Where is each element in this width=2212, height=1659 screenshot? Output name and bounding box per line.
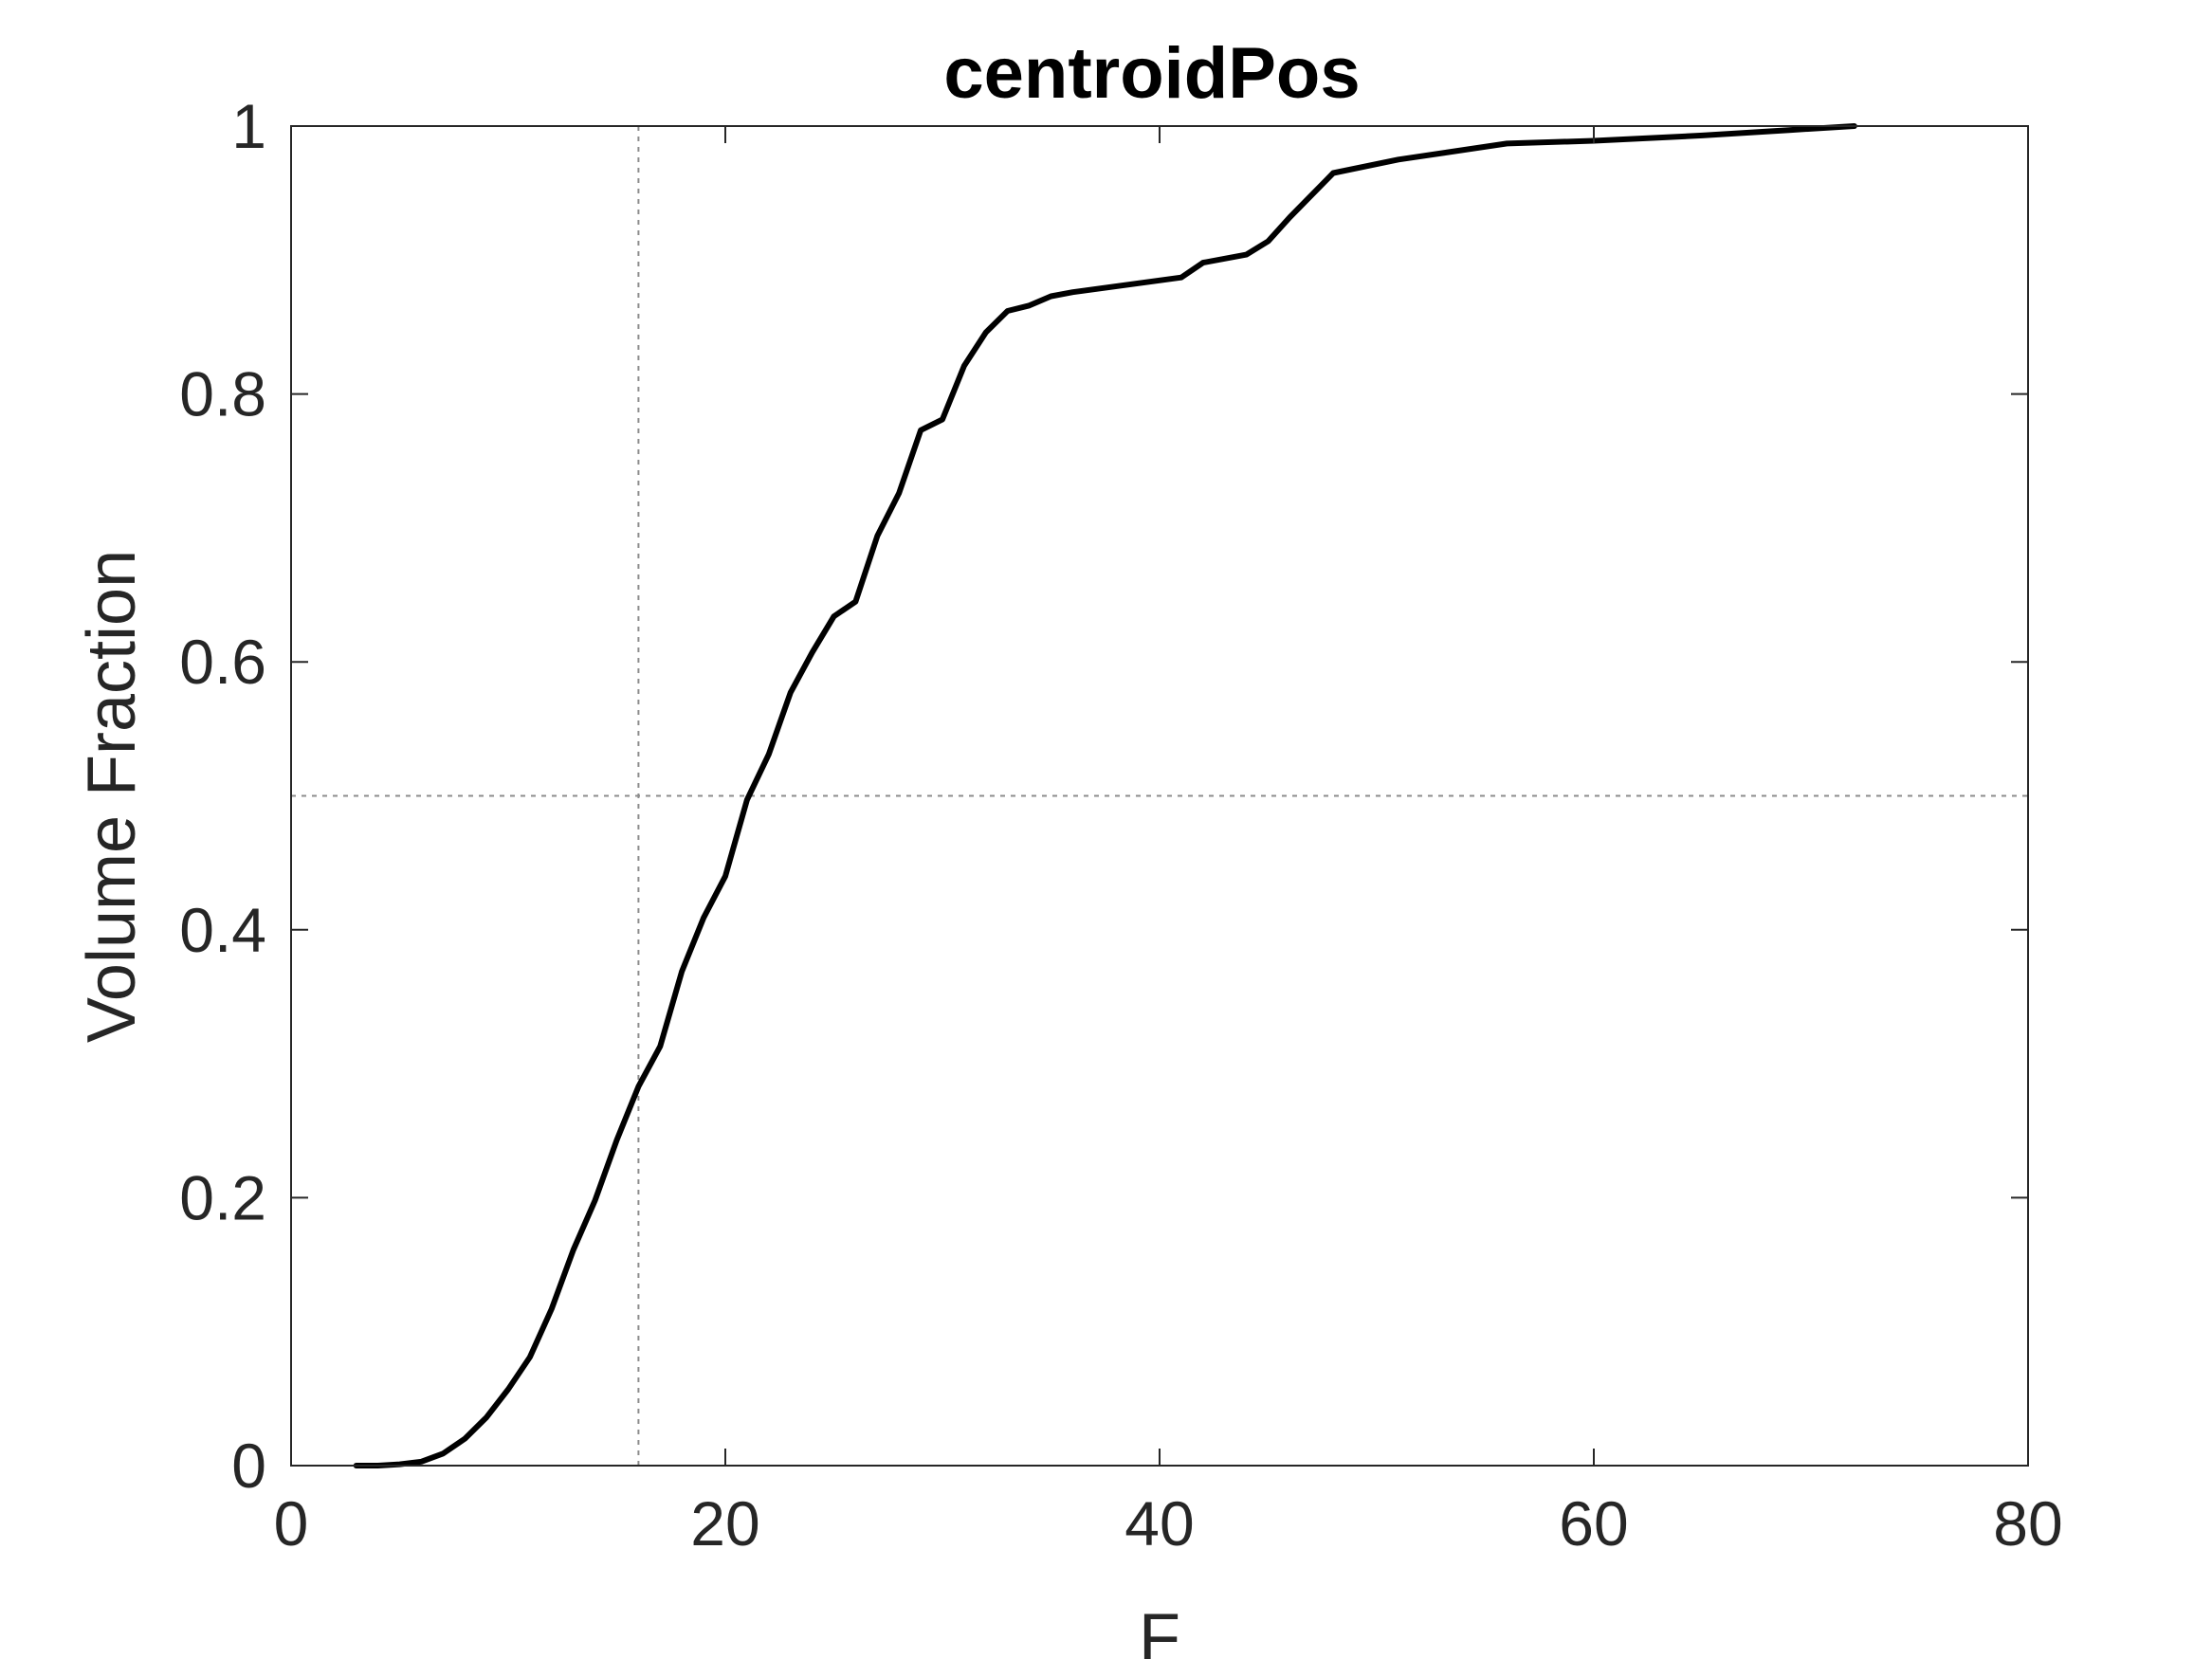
- x-tick-label: 80: [1993, 1488, 2062, 1559]
- y-tick-label: 0.6: [179, 627, 266, 697]
- y-tick-label: 1: [231, 91, 266, 161]
- x-tick-label: 20: [690, 1488, 759, 1559]
- y-tick-label: 0.2: [179, 1162, 266, 1232]
- y-axis-label: Volume Fraction: [74, 550, 150, 1043]
- x-tick-label: 60: [1559, 1488, 1628, 1559]
- y-tick-label: 0: [231, 1431, 266, 1501]
- y-tick-label: 0.8: [179, 359, 266, 429]
- chart-title: centroidPos: [943, 33, 1360, 114]
- x-tick-labels: 0 20 40 60 80: [274, 1488, 2063, 1559]
- y-tick-label: 0.4: [179, 895, 266, 965]
- reference-lines: [291, 126, 2028, 1466]
- x-tick-label: 0: [274, 1488, 309, 1559]
- series-line-0: [353, 123, 1857, 1468]
- x-tick-label: 40: [1124, 1488, 1194, 1559]
- data-series: [353, 123, 1857, 1468]
- y-tick-labels: 0 0.2 0.4 0.6 0.8 1: [179, 91, 266, 1501]
- x-axis-label: F: [1139, 1600, 1180, 1659]
- axis-ticks: [290, 125, 2029, 1467]
